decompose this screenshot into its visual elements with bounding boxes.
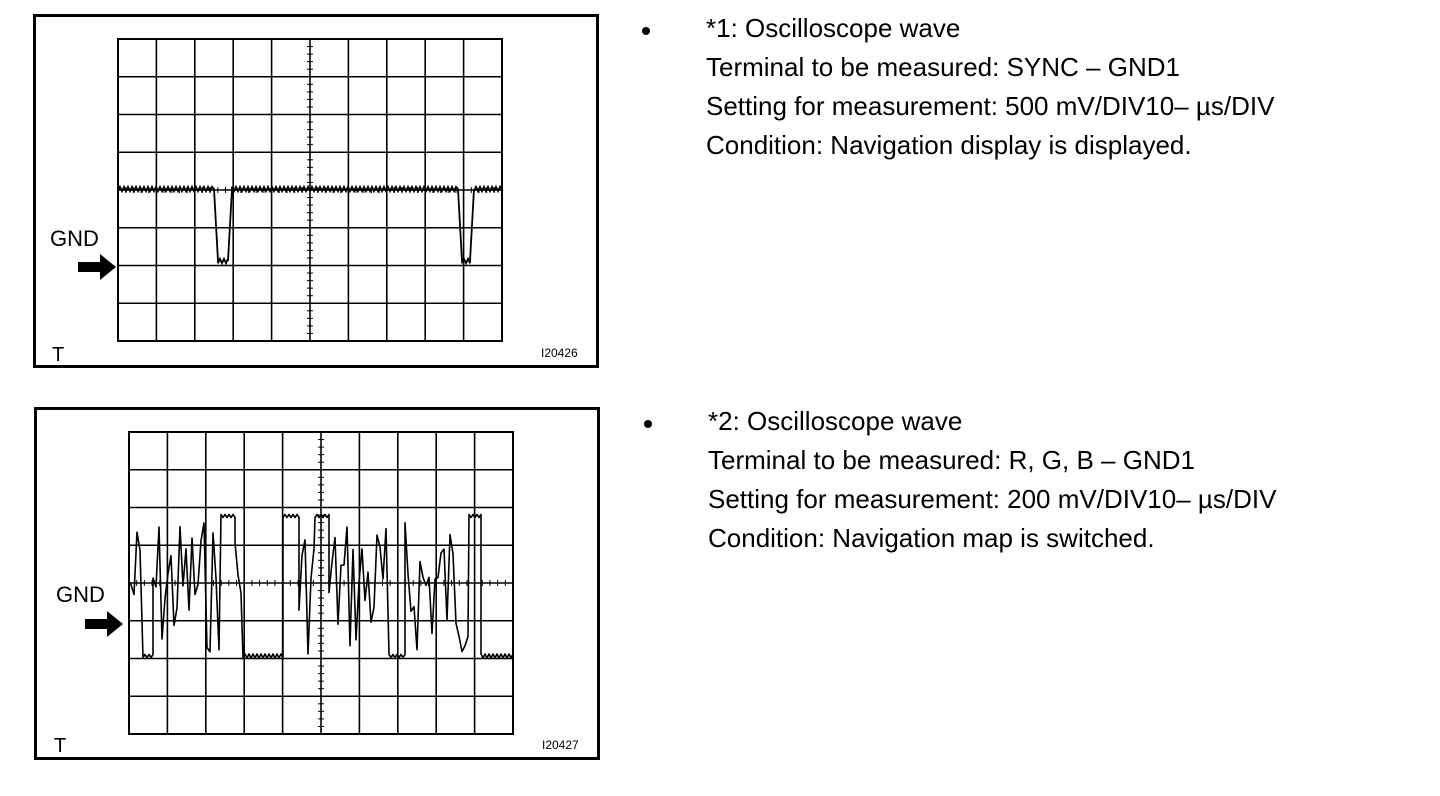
gnd-arrow-icon [85,611,123,637]
oscilloscope-screen-1 [117,38,503,342]
gnd-arrow-icon [78,254,116,280]
info-setting: Setting for measurement: 500 mV/DIV10– µ… [706,91,1275,121]
bullet-icon [642,27,650,35]
measurement-info-2: *2: Oscilloscope wave Terminal to be mea… [708,402,1276,558]
info-title: *2: Oscilloscope wave [708,406,963,436]
sync-waveform-trace [117,184,503,266]
info-condition: Condition: Navigation map is switched. [708,523,1155,553]
figure-id: I20426 [541,346,578,360]
gnd-label: GND [56,582,105,607]
measurement-info-1: *1: Oscilloscope wave Terminal to be mea… [706,9,1274,165]
gnd-label: GND [50,226,99,251]
oscilloscope-figure-1: GND T I20426 [33,14,599,368]
info-title: *1: Oscilloscope wave [706,13,961,43]
rgb-waveform-trace [128,513,514,659]
info-setting: Setting for measurement: 200 mV/DIV10– µ… [708,484,1277,514]
oscilloscope-screen-2 [128,431,514,735]
info-terminal: Terminal to be measured: SYNC – GND1 [706,52,1180,82]
oscilloscope-figure-2: GND T I20427 [34,407,600,760]
t-label: T [52,344,65,366]
figure-id: I20427 [542,738,579,752]
info-terminal: Terminal to be measured: R, G, B – GND1 [708,445,1195,475]
bullet-icon [644,420,652,428]
t-label: T [54,735,67,757]
info-condition: Condition: Navigation display is display… [706,130,1192,160]
